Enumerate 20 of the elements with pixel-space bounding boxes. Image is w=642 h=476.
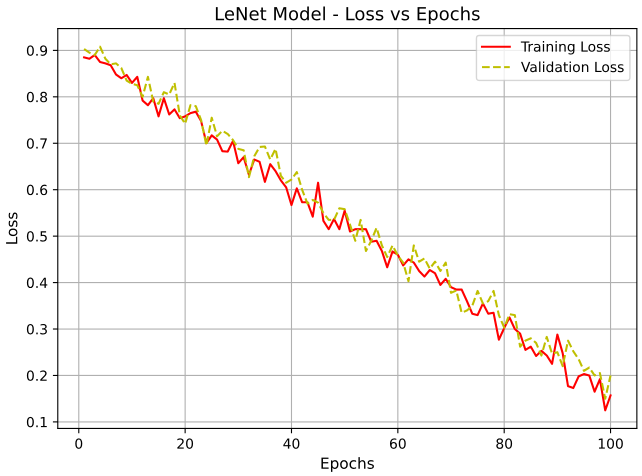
y-tick-label: 0.5 bbox=[26, 231, 47, 242]
x-tick-label: 60 bbox=[390, 438, 406, 449]
chart-title: LeNet Model - Loss vs Epochs bbox=[216, 6, 480, 24]
legend-label: Validation Loss bbox=[521, 61, 624, 72]
x-tick-label: 100 bbox=[598, 438, 623, 449]
y-tick-label: 0.8 bbox=[26, 92, 48, 102]
y-tick-label: 0.1 bbox=[26, 416, 47, 428]
x-tick-label: 0 bbox=[75, 438, 82, 449]
x-axis-title: Epochs bbox=[321, 457, 374, 472]
y-tick-label: 0.2 bbox=[26, 370, 47, 381]
y-tick-label: 0.6 bbox=[26, 184, 48, 196]
y-axis-title: Loss bbox=[6, 212, 18, 244]
y-tick-label: 0.3 bbox=[26, 324, 47, 334]
y-tick-label: 0.9 bbox=[26, 45, 48, 56]
x-tick-label: 20 bbox=[177, 438, 194, 449]
x-tick-label: 40 bbox=[283, 438, 300, 449]
y-tick-label: 0.7 bbox=[26, 138, 47, 149]
y-tick-label: 0.4 bbox=[26, 278, 48, 288]
legend-label: Training Loss bbox=[520, 41, 610, 54]
x-tick-label: 80 bbox=[496, 438, 512, 449]
